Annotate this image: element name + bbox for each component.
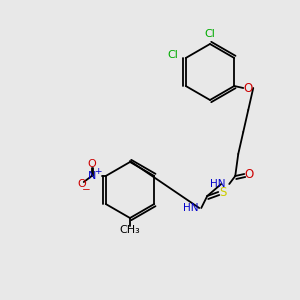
Text: O: O bbox=[87, 159, 96, 169]
Text: HN: HN bbox=[183, 203, 198, 213]
Text: O: O bbox=[77, 179, 86, 189]
Text: O: O bbox=[244, 167, 254, 181]
Text: Cl: Cl bbox=[167, 50, 178, 60]
Text: +: + bbox=[94, 167, 101, 176]
Text: −: − bbox=[81, 185, 90, 195]
Text: Cl: Cl bbox=[205, 29, 215, 39]
Text: N: N bbox=[88, 171, 96, 181]
Text: S: S bbox=[220, 185, 227, 199]
Text: O: O bbox=[244, 82, 253, 94]
Text: CH₃: CH₃ bbox=[120, 225, 140, 235]
Text: HN: HN bbox=[210, 179, 225, 189]
